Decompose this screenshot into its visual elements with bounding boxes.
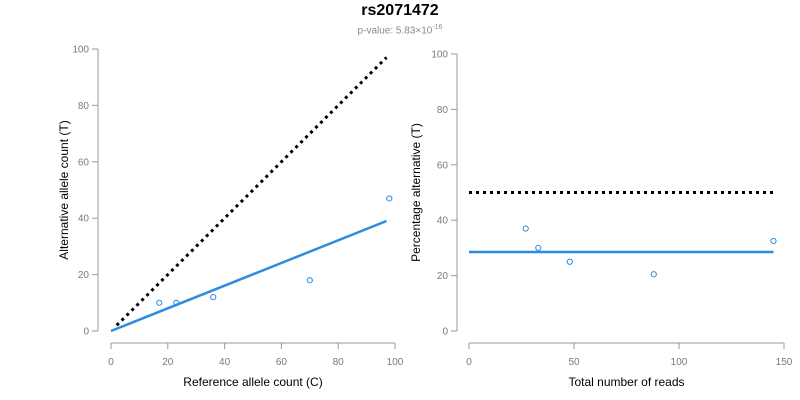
left-fit-line xyxy=(110,219,387,333)
left-data-point xyxy=(210,294,217,301)
left-reference-line xyxy=(115,56,388,327)
left-y-tick-label: 20 xyxy=(78,270,90,281)
left-data-point xyxy=(173,299,180,306)
chart-title: rs2071472 xyxy=(361,2,439,19)
p-value-subtitle: p-value: 5.83×10-16 xyxy=(0,24,800,36)
left-x-tick-label: 60 xyxy=(276,357,288,368)
left-x-tick-label: 20 xyxy=(162,357,174,368)
left-data-point xyxy=(156,299,163,306)
left-x-tick-label: 80 xyxy=(333,357,345,368)
p-value-exponent: -16 xyxy=(432,24,443,31)
left-y-axis-title: Alternative allele count (T) xyxy=(57,120,71,259)
left-x-tick-label: 40 xyxy=(219,357,231,368)
left-x-tick-label: 100 xyxy=(387,357,404,368)
left-y-tick-label: 0 xyxy=(83,327,89,338)
left-y-tick-label: 40 xyxy=(78,214,90,225)
left-y-tick-label: 80 xyxy=(78,101,90,112)
left-data-point xyxy=(306,277,313,284)
left-data-point xyxy=(386,195,393,202)
p-value-text: p-value: 5.83×10 xyxy=(357,25,433,37)
left-y-tick-label: 100 xyxy=(72,45,89,56)
left-x-axis-title: Reference allele count (C) xyxy=(183,375,322,389)
left-y-tick-label: 60 xyxy=(78,157,90,168)
left-x-tick-label: 0 xyxy=(108,357,114,368)
